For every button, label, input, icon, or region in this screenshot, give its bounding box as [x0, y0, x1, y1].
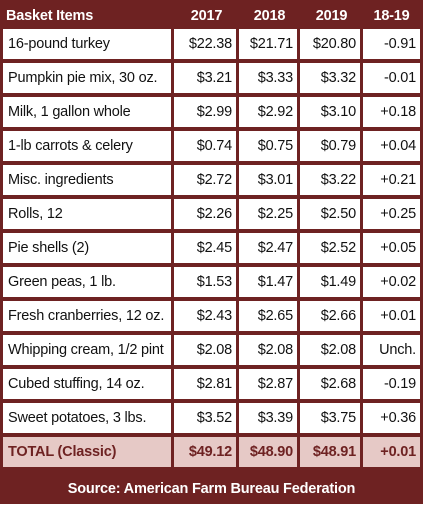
header-row: Basket Items 2017 2018 2019 18-19 — [3, 3, 420, 29]
price-2018-cell: $21.71 — [239, 29, 300, 63]
price-2017-cell: $2.99 — [174, 97, 239, 131]
change-cell: Unch. — [363, 335, 420, 369]
change-cell: -0.01 — [363, 63, 420, 97]
header-change: 18-19 — [373, 8, 410, 24]
price-2018-cell: $2.08 — [239, 335, 300, 369]
change-cell: +0.18 — [363, 97, 420, 131]
item-cell: Green peas, 1 lb. — [3, 267, 174, 301]
price-2018-cell: $2.25 — [239, 199, 300, 233]
price-2019-cell: $0.79 — [300, 131, 363, 165]
table-row: Fresh cranberries, 12 oz. $2.43 $2.65 $2.66… — [3, 301, 420, 335]
header-2019: 2019 — [315, 8, 348, 24]
change-cell: +0.01 — [363, 301, 420, 335]
price-2018-cell: $3.39 — [239, 403, 300, 437]
change-cell: -0.91 — [363, 29, 420, 63]
price-2019-cell: $2.08 — [300, 335, 363, 369]
change-cell: +0.36 — [363, 403, 420, 437]
price-2017-cell: $0.74 — [174, 131, 239, 165]
change-cell: +0.04 — [363, 131, 420, 165]
price-2017-cell: $2.43 — [174, 301, 239, 335]
header-basket-items: Basket Items — [6, 8, 94, 24]
source-note: Source: American Farm Bureau Federation — [67, 481, 356, 497]
item-cell: Rolls, 12 — [3, 199, 174, 233]
price-2018-cell: $2.47 — [239, 233, 300, 267]
table-row: Green peas, 1 lb. $1.53 $1.47 $1.49 +0.02 — [3, 267, 420, 301]
total-price-2017-cell: $49.12 — [174, 437, 239, 467]
price-2018-cell: $3.01 — [239, 165, 300, 199]
price-2017-cell: $3.21 — [174, 63, 239, 97]
table-row: Pie shells (2) $2.45 $2.47 $2.52 +0.05 — [3, 233, 420, 267]
total-item-cell: TOTAL (Classic) — [3, 437, 174, 467]
price-2019-cell: $3.22 — [300, 165, 363, 199]
price-2018-cell: $3.33 — [239, 63, 300, 97]
price-2017-cell: $1.53 — [174, 267, 239, 301]
table-row: 1-lb carrots & celery $0.74 $0.75 $0.79 +0.0… — [3, 131, 420, 165]
item-cell: 16-pound turkey — [3, 29, 174, 63]
price-2017-cell: $2.45 — [174, 233, 239, 267]
price-2017-cell: $3.52 — [174, 403, 239, 437]
change-cell: +0.25 — [363, 199, 420, 233]
price-2018-cell: $1.47 — [239, 267, 300, 301]
total-price-2018-cell: $48.90 — [239, 437, 300, 467]
total-change-cell: +0.01 — [363, 437, 420, 467]
price-2019-cell: $2.68 — [300, 369, 363, 403]
table-row: Whipping cream, 1/2 pint $2.08 $2.08 $2.08 U… — [3, 335, 420, 369]
table-row: Sweet potatoes, 3 lbs. $3.52 $3.39 $3.75 +0.… — [3, 403, 420, 437]
price-2019-cell: $2.52 — [300, 233, 363, 267]
price-2019-cell: $3.10 — [300, 97, 363, 131]
total-row: TOTAL (Classic) $49.12 $48.90 $48.91 +0.01 — [3, 437, 420, 467]
item-cell: Whipping cream, 1/2 pint — [3, 335, 174, 369]
price-2019-cell: $2.50 — [300, 199, 363, 233]
header-2018: 2018 — [253, 8, 286, 24]
price-2019-cell: $1.49 — [300, 267, 363, 301]
price-2017-cell: $22.38 — [174, 29, 239, 63]
price-2019-cell: $20.80 — [300, 29, 363, 63]
table-row: Cubed stuffing, 14 oz. $2.81 $2.87 $2.68 -0.… — [3, 369, 420, 403]
item-cell: Fresh cranberries, 12 oz. — [3, 301, 174, 335]
item-cell: Sweet potatoes, 3 lbs. — [3, 403, 174, 437]
price-table: Basket Items 2017 2018 2019 18-19 16-pou… — [3, 3, 420, 467]
table-row: Rolls, 12 $2.26 $2.25 $2.50 +0.25 — [3, 199, 420, 233]
price-2017-cell: $2.26 — [174, 199, 239, 233]
item-cell: Milk, 1 gallon whole — [3, 97, 174, 131]
price-2018-cell: $2.87 — [239, 369, 300, 403]
change-cell: +0.02 — [363, 267, 420, 301]
table-body: 16-pound turkey $22.38 $21.71 $20.80 -0.91 Pu… — [3, 29, 420, 467]
price-2018-cell: $0.75 — [239, 131, 300, 165]
table-row: Misc. ingredients $2.72 $3.01 $3.22 +0.21 — [3, 165, 420, 199]
item-cell: Pie shells (2) — [3, 233, 174, 267]
price-2019-cell: $3.32 — [300, 63, 363, 97]
header-2017: 2017 — [190, 8, 223, 24]
change-cell: +0.05 — [363, 233, 420, 267]
item-cell: 1-lb carrots & celery — [3, 131, 174, 165]
price-2017-cell: $2.08 — [174, 335, 239, 369]
price-2019-cell: $3.75 — [300, 403, 363, 437]
change-cell: -0.19 — [363, 369, 420, 403]
table-row: 16-pound turkey $22.38 $21.71 $20.80 -0.91 — [3, 29, 420, 63]
item-cell: Pumpkin pie mix, 30 oz. — [3, 63, 174, 97]
item-cell: Misc. ingredients — [3, 165, 174, 199]
table-row: Milk, 1 gallon whole $2.99 $2.92 $3.10 +0.18 — [3, 97, 420, 131]
price-2018-cell: $2.92 — [239, 97, 300, 131]
item-cell: Cubed stuffing, 14 oz. — [3, 369, 174, 403]
change-cell: +0.21 — [363, 165, 420, 199]
price-2017-cell: $2.72 — [174, 165, 239, 199]
price-2019-cell: $2.66 — [300, 301, 363, 335]
price-2018-cell: $2.65 — [239, 301, 300, 335]
table-row: Pumpkin pie mix, 30 oz. $3.21 $3.33 $3.32 -0… — [3, 63, 420, 97]
total-price-2019-cell: $48.91 — [300, 437, 363, 467]
price-2017-cell: $2.81 — [174, 369, 239, 403]
